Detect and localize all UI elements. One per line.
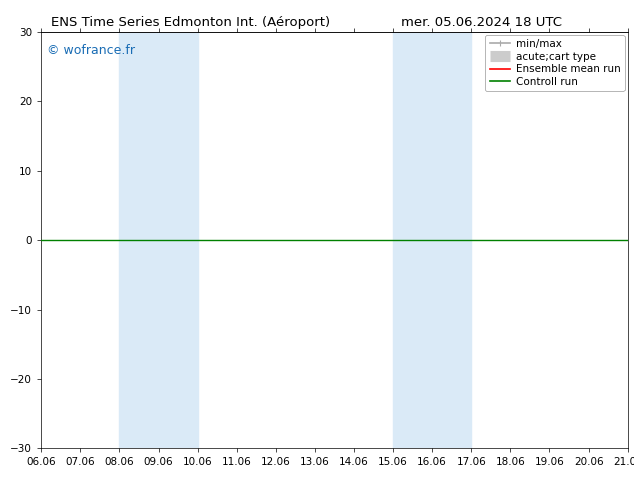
Text: ENS Time Series Edmonton Int. (Aéroport): ENS Time Series Edmonton Int. (Aéroport): [51, 16, 330, 29]
Bar: [432, 32, 471, 448]
Legend: min/max, acute;cart type, Ensemble mean run, Controll run: min/max, acute;cart type, Ensemble mean …: [486, 35, 624, 91]
Bar: [158, 32, 198, 448]
Bar: [393, 32, 432, 448]
Bar: [119, 32, 158, 448]
Text: mer. 05.06.2024 18 UTC: mer. 05.06.2024 18 UTC: [401, 16, 562, 29]
Text: © wofrance.fr: © wofrance.fr: [47, 44, 135, 57]
